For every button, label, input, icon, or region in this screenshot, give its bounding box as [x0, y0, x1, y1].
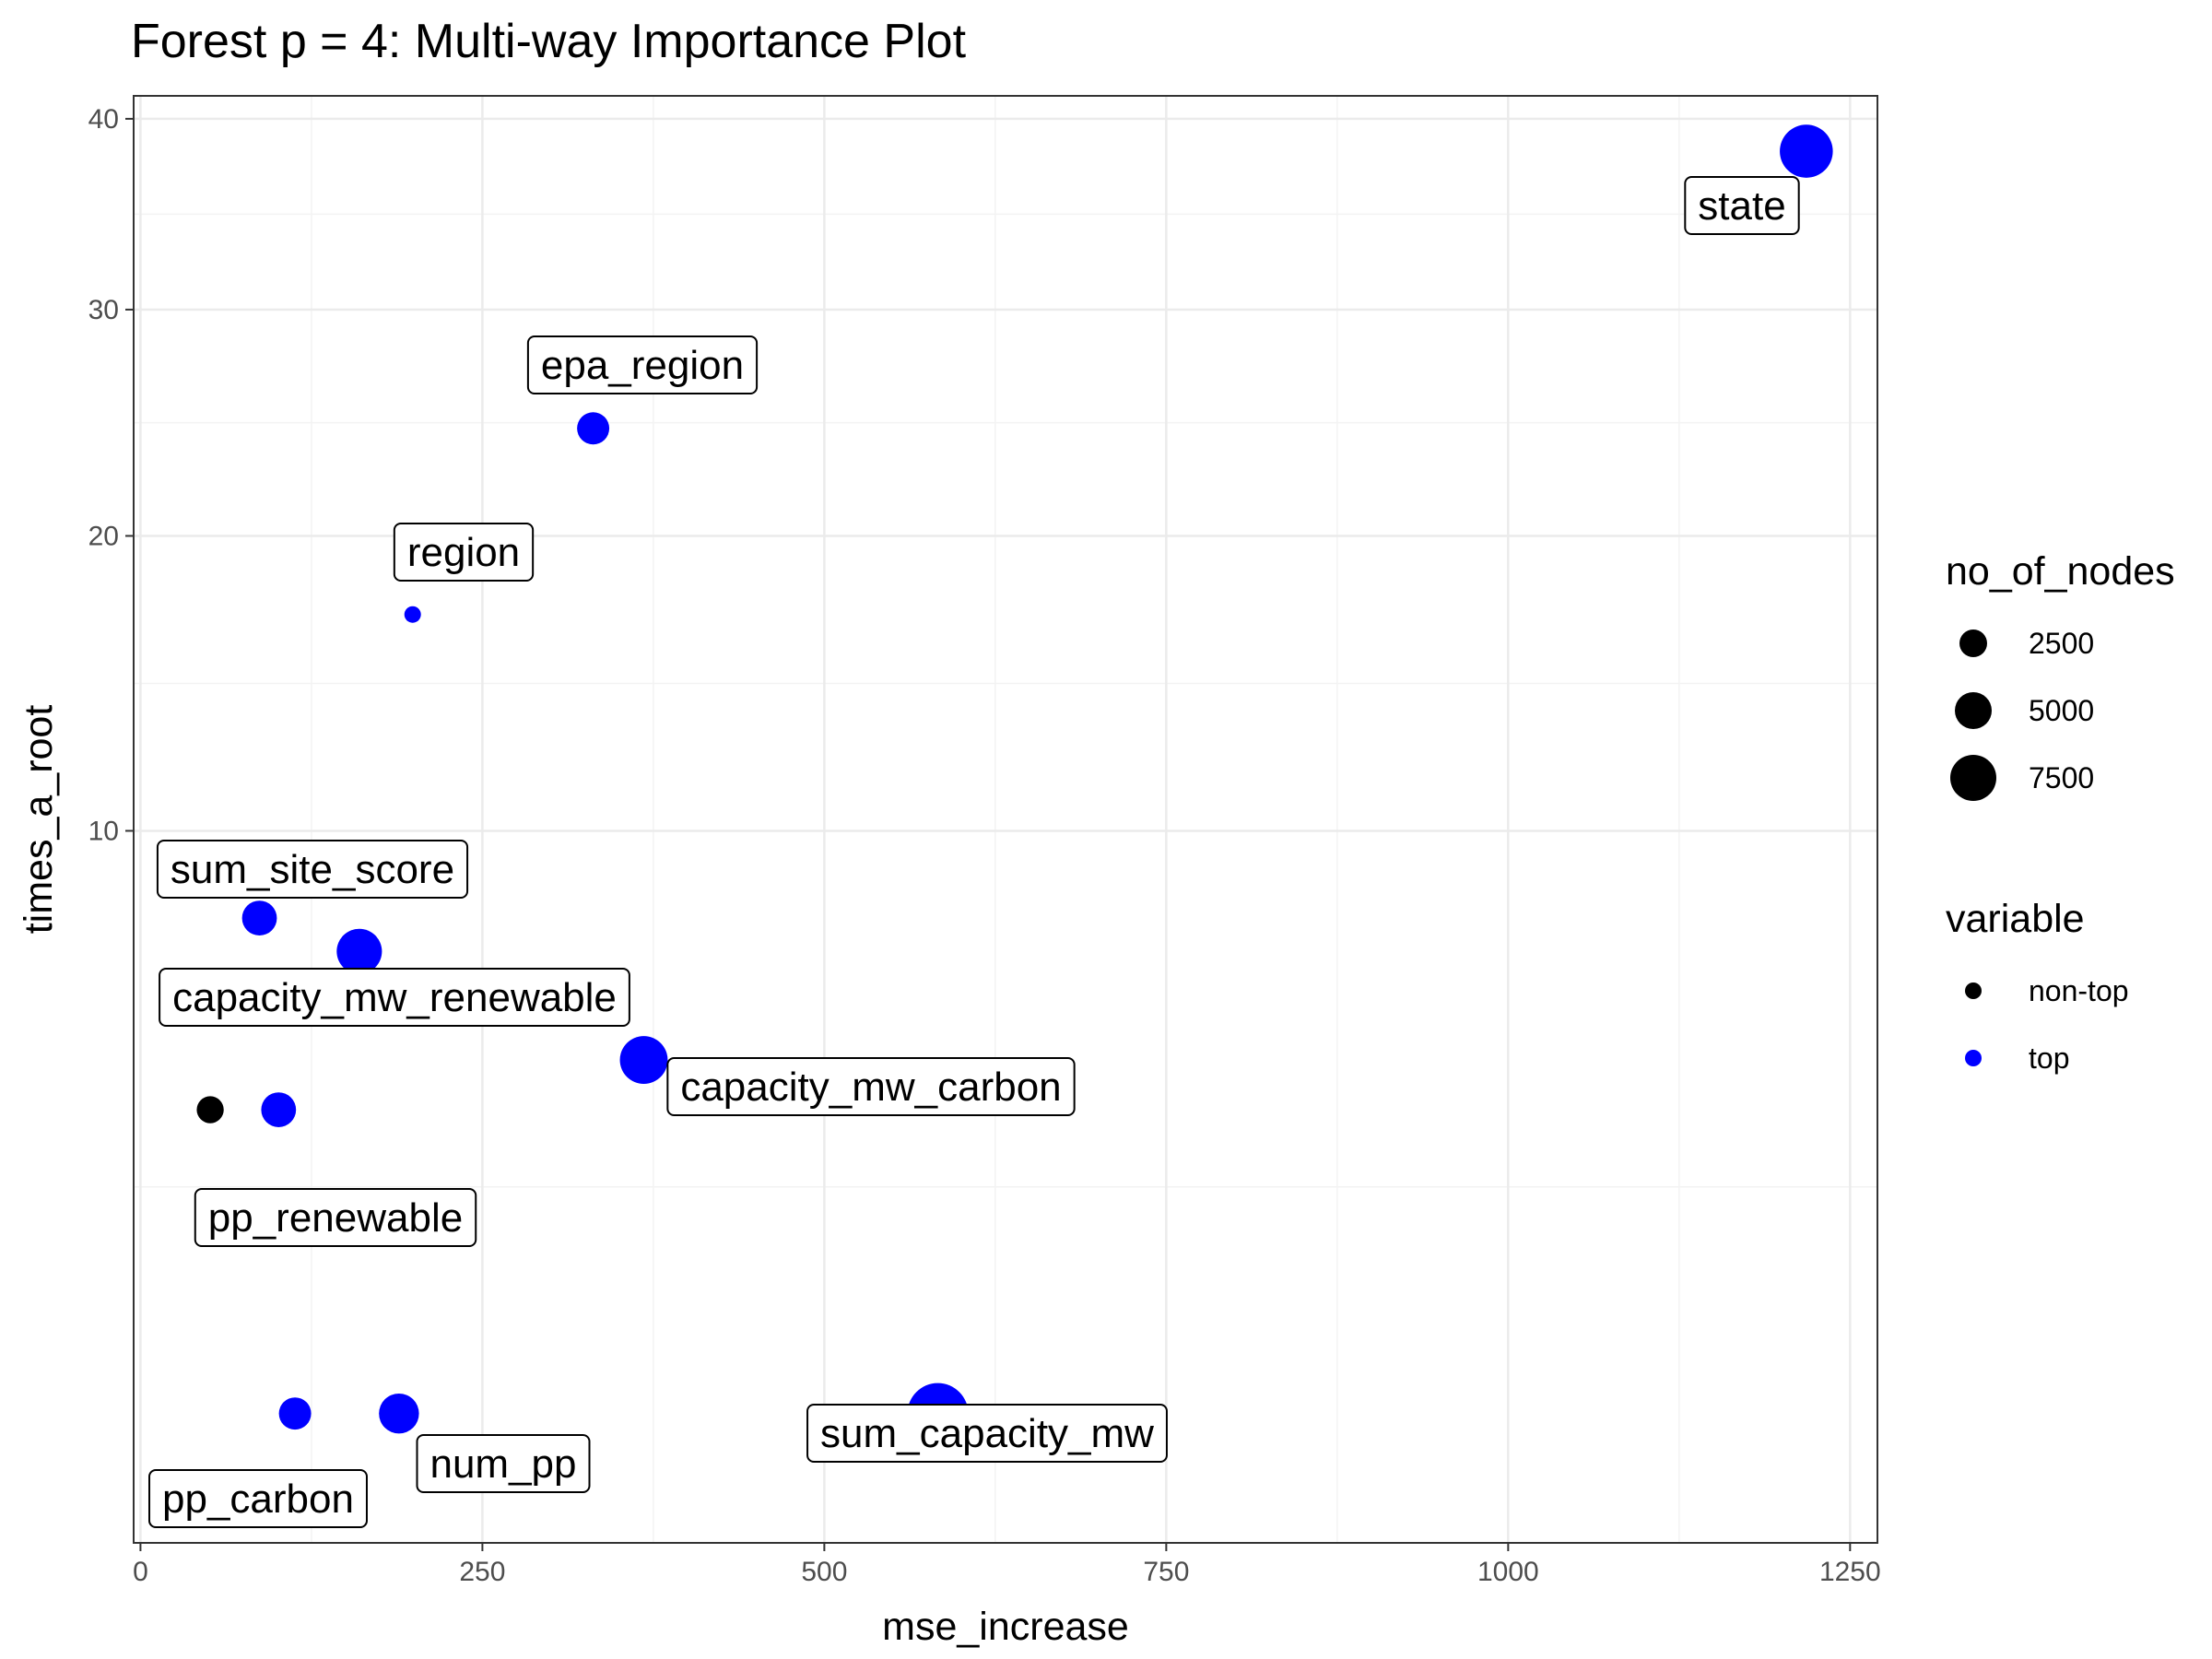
chart-title: Forest p = 4: Multi-way Importance Plot	[131, 15, 967, 68]
y-tick-label: 30	[88, 295, 119, 325]
point-label-text: state	[1698, 183, 1785, 229]
legend: no_of_nodes 2500 5000 7500 variable non-to…	[1946, 549, 2175, 1075]
point-label-box	[194, 1188, 477, 1247]
grid-major	[134, 96, 1877, 1543]
point-label: pp_carbon	[148, 1469, 368, 1528]
point-label-text: sum_site_score	[171, 847, 454, 892]
x-tick-label: 0	[133, 1557, 148, 1587]
point-label-text: epa_region	[541, 343, 744, 388]
legend-size-label: 2500	[2029, 627, 2094, 660]
x-axis-title: mse_increase	[882, 1605, 1129, 1649]
point-label: sum_capacity_mw	[806, 1404, 1168, 1463]
legend-color-key	[1965, 982, 1982, 999]
point-label: state	[1684, 176, 1800, 235]
point-label-text: capacity_mw_carbon	[680, 1065, 1061, 1110]
legend-size-entries: 2500 5000 7500	[1950, 627, 2094, 801]
data-point	[241, 900, 277, 935]
point-label: capacity_mw_renewable	[159, 968, 630, 1027]
legend-color-key	[1965, 1050, 1982, 1066]
point-label-text: pp_carbon	[162, 1477, 354, 1522]
grid-minor	[134, 96, 1877, 1543]
data-point	[336, 928, 382, 974]
legend-size-key	[1955, 692, 1992, 729]
point-label-text: capacity_mw_renewable	[172, 975, 617, 1020]
point-label-text: pp_renewable	[208, 1195, 463, 1241]
x-tick-label: 1250	[1819, 1557, 1881, 1587]
legend-size-key	[1959, 629, 1987, 657]
point-label: pp_renewable	[194, 1188, 477, 1247]
x-tick-label: 1000	[1477, 1557, 1539, 1587]
point-label-text: num_pp	[429, 1441, 576, 1487]
point-label: region	[393, 523, 535, 582]
data-point	[404, 606, 421, 623]
data-point	[261, 1092, 297, 1127]
point-label-box	[1684, 176, 1800, 235]
data-point	[278, 1397, 312, 1430]
point-label: epa_region	[526, 335, 759, 394]
point-label-box	[666, 1057, 1076, 1116]
x-tick-label: 750	[1143, 1557, 1189, 1587]
data-point	[619, 1036, 668, 1084]
point-label-box	[806, 1404, 1168, 1463]
point-label: sum_site_score	[156, 840, 469, 899]
y-axis-title: times_a_root	[17, 705, 61, 935]
data-point	[1780, 124, 1833, 178]
point-label-text: sum_capacity_mw	[820, 1411, 1154, 1456]
point-label-box	[156, 840, 469, 899]
legend-size-label: 5000	[2029, 694, 2094, 727]
point-label: capacity_mw_carbon	[666, 1057, 1076, 1116]
x-tick-label: 500	[801, 1557, 847, 1587]
point-label: num_pp	[416, 1434, 591, 1493]
data-point	[577, 412, 610, 445]
legend-size-label: 7500	[2029, 761, 2094, 794]
data-point	[379, 1393, 419, 1434]
point-label-box	[148, 1469, 368, 1528]
data-point	[196, 1096, 224, 1124]
panel-border	[133, 95, 1878, 1544]
point-label-box	[416, 1434, 591, 1493]
point-label-text: region	[407, 530, 520, 575]
point-label-box	[526, 335, 759, 394]
legend-color-label: top	[2029, 1041, 2069, 1075]
legend-color-entries: non-top top	[1965, 974, 2129, 1075]
x-axis: 0 250 500 750 1000 1250	[133, 1543, 1881, 1587]
legend-size-key	[1950, 755, 1996, 801]
y-tick-label: 40	[88, 104, 119, 135]
point-label-box	[159, 968, 630, 1027]
y-axis: 10 20 30 40	[88, 104, 134, 846]
legend-size-title: no_of_nodes	[1946, 549, 2175, 594]
point-label-box	[393, 523, 535, 582]
legend-color-title: variable	[1946, 897, 2085, 941]
y-tick-label: 20	[88, 521, 119, 551]
y-tick-label: 10	[88, 816, 119, 846]
legend-color-label: non-top	[2029, 974, 2129, 1007]
x-tick-label: 250	[459, 1557, 505, 1587]
